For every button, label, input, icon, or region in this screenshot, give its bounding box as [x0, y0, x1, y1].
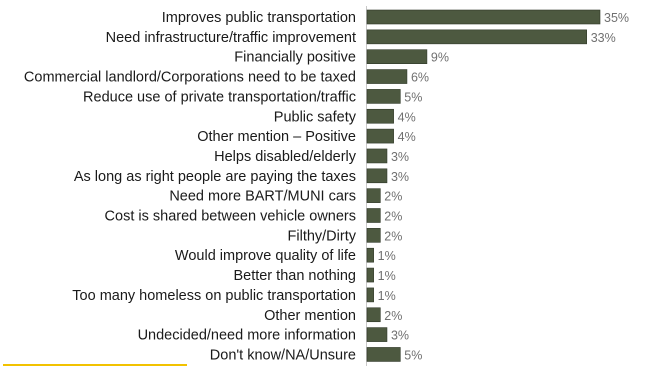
value-label: 6% — [411, 71, 429, 85]
value-label: 33% — [591, 31, 616, 45]
bar — [366, 89, 401, 104]
category-label: Other mention — [264, 308, 356, 324]
category-label: Financially positive — [234, 50, 356, 66]
category-labels-group: Improves public transportation Need infra… — [24, 10, 357, 363]
category-label: Need more BART/MUNI cars — [169, 189, 356, 205]
value-label: 3% — [391, 150, 409, 164]
bar — [366, 287, 374, 303]
bar — [366, 327, 388, 342]
value-label: 3% — [391, 170, 409, 184]
value-labels-group: 35% 33% 9%6% 5% 4% 4% 3% 3% 2% 2% 2% 1% 1% 1% 2% 3% 5% — [378, 11, 629, 362]
bar — [366, 108, 394, 124]
category-label: Helps disabled/elderly — [214, 149, 357, 165]
bar — [366, 347, 401, 362]
category-label: Commercial landlord/Corporations need to… — [24, 70, 356, 86]
value-label: 9% — [431, 51, 449, 65]
category-label: Cost is shared between vehicle owners — [105, 209, 356, 225]
bar — [366, 188, 381, 203]
highlight-underline — [3, 364, 187, 366]
bar — [366, 247, 374, 263]
category-label: Undecided/need more information — [138, 328, 356, 344]
bar — [366, 69, 408, 84]
bar — [366, 307, 381, 323]
value-label: 2% — [384, 309, 402, 323]
value-label: 35% — [604, 11, 629, 25]
category-label: Would improve quality of life — [175, 248, 356, 264]
value-label: 4% — [398, 130, 416, 144]
bar — [366, 267, 374, 283]
category-label: Too many homeless on public transportati… — [72, 288, 356, 304]
value-label: 2% — [384, 190, 402, 204]
bar — [366, 208, 381, 223]
category-label: Better than nothing — [233, 268, 356, 284]
category-label: Reduce use of private transportation/tra… — [83, 89, 356, 105]
bar — [366, 49, 428, 65]
value-label: 5% — [404, 90, 422, 104]
bar — [366, 168, 388, 184]
value-label: 1% — [378, 289, 396, 303]
category-label: Public safety — [274, 109, 357, 125]
category-label: Filthy/Dirty — [288, 228, 357, 244]
category-label: Improves public transportation — [162, 10, 356, 26]
bar — [366, 148, 388, 164]
bar — [366, 128, 394, 144]
category-label: Other mention – Positive — [197, 129, 356, 145]
value-label: 2% — [384, 210, 402, 224]
value-label: 3% — [391, 329, 409, 343]
value-label: 4% — [398, 110, 416, 124]
category-label: Don't know/NA/Unsure — [210, 347, 356, 363]
bar — [366, 228, 381, 243]
bars-group — [366, 9, 601, 362]
value-label: 5% — [404, 348, 422, 362]
value-label: 2% — [384, 229, 402, 243]
bar — [366, 29, 587, 45]
value-label: 1% — [378, 269, 396, 283]
bar — [366, 9, 601, 25]
value-label: 1% — [378, 249, 396, 263]
category-label: Need infrastructure/traffic improvement — [106, 30, 356, 46]
category-label: As long as right people are paying the t… — [74, 169, 356, 185]
